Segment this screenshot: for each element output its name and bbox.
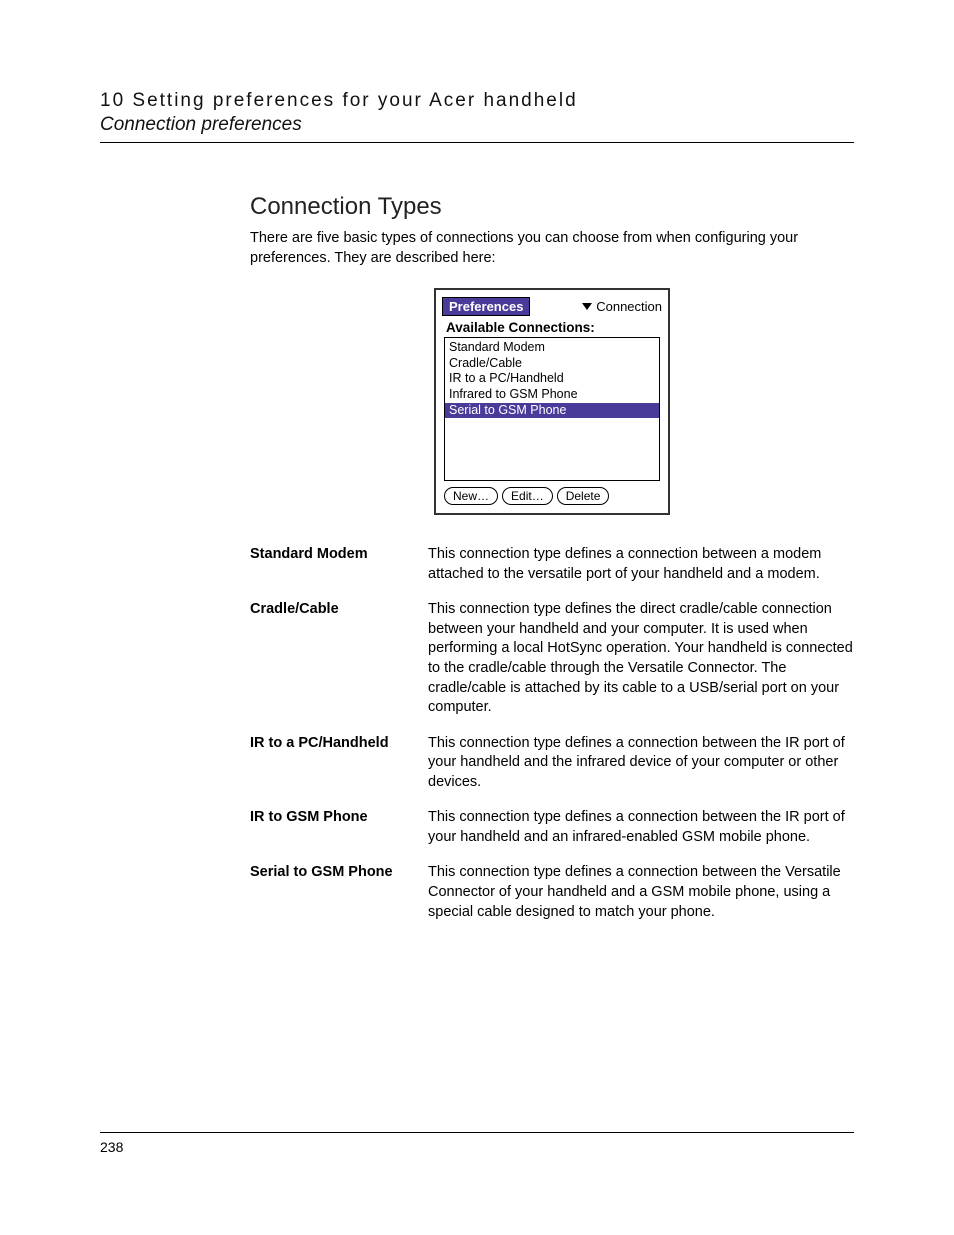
- definition-description: This connection type defines a connectio…: [428, 734, 854, 793]
- footer-rule: [100, 1132, 854, 1133]
- list-header: Available Connections:: [446, 320, 662, 335]
- definition-description: This connection type defines the direct …: [428, 600, 854, 717]
- page-number: 238: [100, 1138, 123, 1155]
- list-item-selected[interactable]: Serial to GSM Phone: [445, 403, 659, 419]
- delete-button[interactable]: Delete: [557, 487, 610, 505]
- definition-description: This connection type defines a connectio…: [428, 545, 854, 584]
- new-button[interactable]: New…: [444, 487, 498, 505]
- subchapter-title: Connection preferences: [100, 114, 854, 136]
- list-item[interactable]: Cradle/Cable: [445, 356, 659, 372]
- definition-description: This connection type defines a connectio…: [428, 808, 854, 847]
- definition-row: Cradle/Cable This connection type define…: [250, 600, 854, 717]
- section-heading: Connection Types: [250, 193, 854, 221]
- screenshot-button-row: New… Edit… Delete: [442, 487, 662, 507]
- definition-row: IR to GSM Phone This connection type def…: [250, 808, 854, 847]
- definition-term: Serial to GSM Phone: [250, 863, 428, 922]
- list-item[interactable]: IR to a PC/Handheld: [445, 371, 659, 387]
- definition-term: IR to a PC/Handheld: [250, 734, 428, 793]
- definition-term: Cradle/Cable: [250, 600, 428, 717]
- definition-description: This connection type defines a connectio…: [428, 863, 854, 922]
- definition-row: IR to a PC/Handheld This connection type…: [250, 734, 854, 793]
- list-item[interactable]: Infrared to GSM Phone: [445, 387, 659, 403]
- definition-term: Standard Modem: [250, 545, 428, 584]
- chapter-title: 10 Setting preferences for your Acer han…: [100, 90, 854, 112]
- screenshot-topbar: Preferences Connection: [442, 296, 662, 316]
- category-dropdown[interactable]: Connection: [582, 299, 662, 314]
- page-header: 10 Setting preferences for your Acer han…: [100, 90, 854, 143]
- list-item[interactable]: Standard Modem: [445, 340, 659, 356]
- preferences-screenshot: Preferences Connection Available Connect…: [434, 288, 670, 515]
- chevron-down-icon: [582, 303, 592, 310]
- category-label: Connection: [596, 299, 662, 314]
- content-area: Connection Types There are five basic ty…: [250, 193, 854, 922]
- section-intro: There are five basic types of connection…: [250, 229, 854, 268]
- connections-listbox[interactable]: Standard Modem Cradle/Cable IR to a PC/H…: [444, 337, 660, 481]
- screenshot-title: Preferences: [442, 297, 530, 316]
- definition-row: Standard Modem This connection type defi…: [250, 545, 854, 584]
- definition-row: Serial to GSM Phone This connection type…: [250, 863, 854, 922]
- document-page: 10 Setting preferences for your Acer han…: [0, 0, 954, 1235]
- definition-term: IR to GSM Phone: [250, 808, 428, 847]
- edit-button[interactable]: Edit…: [502, 487, 553, 505]
